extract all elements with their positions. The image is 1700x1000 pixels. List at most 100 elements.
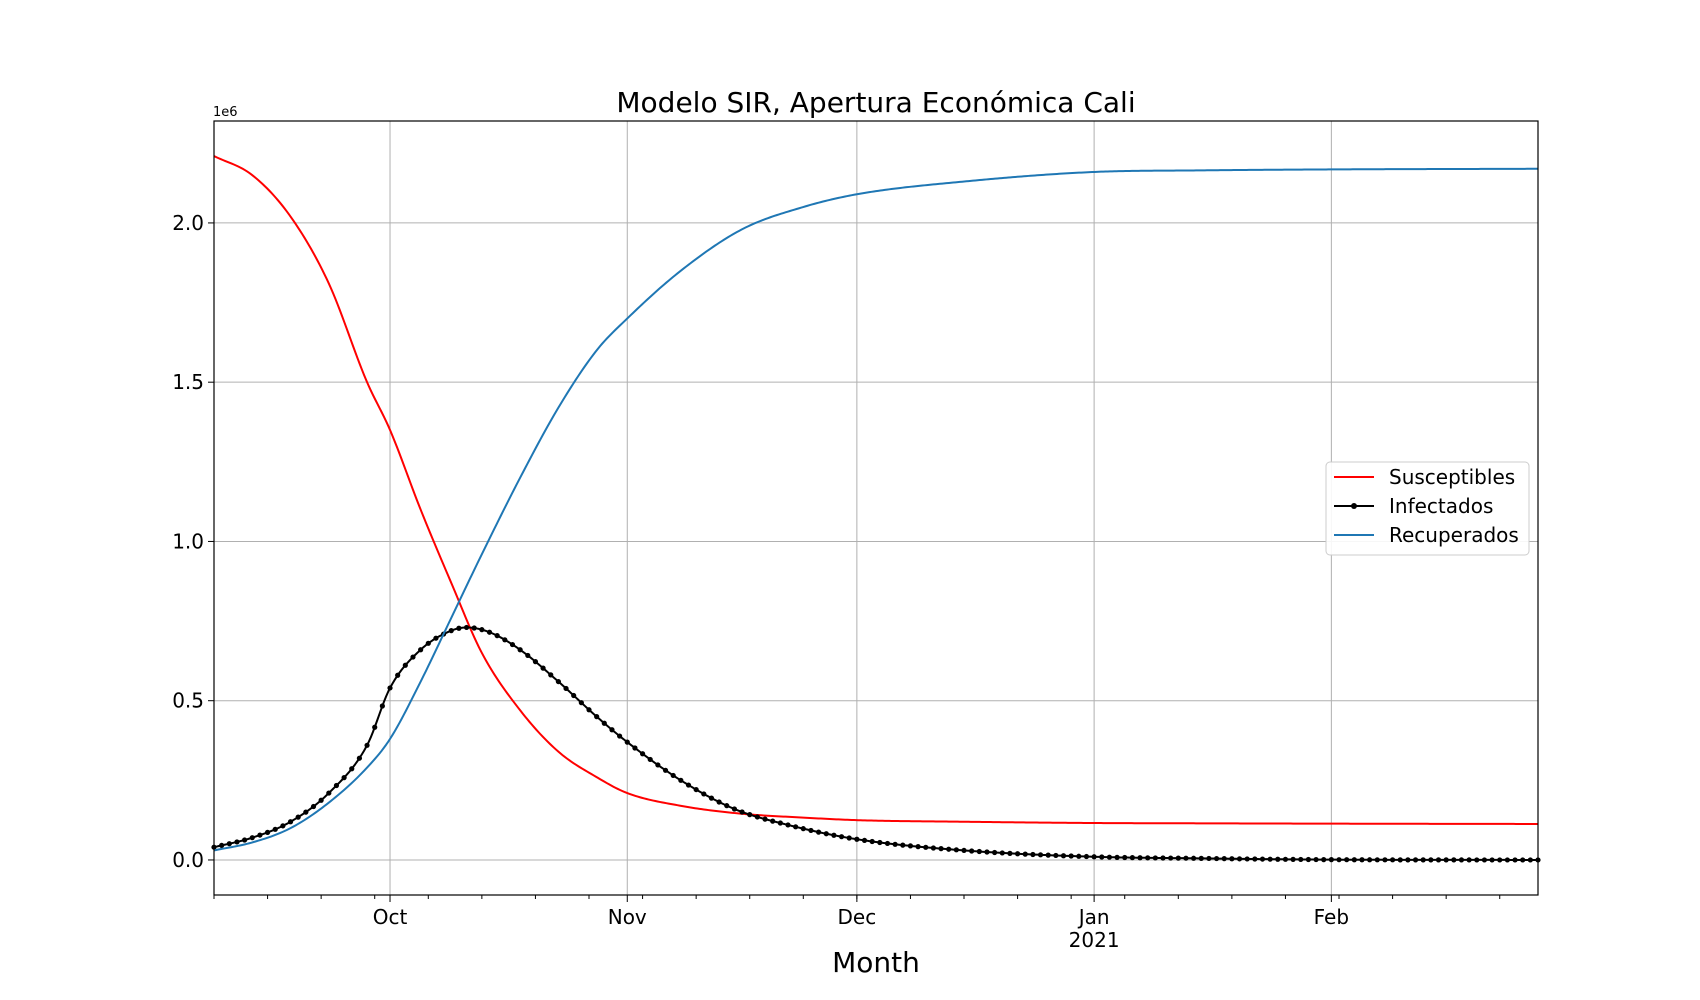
series-marker-infectados [1198,855,1204,861]
series-marker-infectados [578,700,584,706]
series-marker-infectados [823,831,829,837]
series-marker-infectados [1106,854,1113,860]
series-marker-infectados [1397,857,1403,863]
series-marker-infectados [1520,857,1526,863]
x-tick-label: Oct [373,905,408,929]
series-marker-infectados [1083,853,1090,860]
series-marker-infectados [617,733,623,739]
series-marker-infectados [410,654,416,660]
series-marker-infectados [379,703,385,709]
series-marker-infectados [1168,855,1174,861]
x-tick-label: Nov [608,905,647,929]
series-marker-infectados [1267,856,1273,862]
series-marker-infectados [1290,856,1296,862]
series-marker-infectados [341,775,347,781]
series-marker-infectados [433,635,439,641]
series-marker-infectados [685,782,692,788]
series-marker-infectados [1221,856,1227,862]
series-marker-infectados [1412,857,1419,863]
series-marker-infectados [1259,856,1266,862]
series-marker-infectados [326,790,332,796]
series-marker-infectados [463,624,470,631]
series-marker-infectados [249,835,255,841]
series-marker-infectados [609,727,615,733]
series-marker-infectados [563,685,569,692]
series-marker-infectados [731,806,738,812]
series-marker-infectados [1466,857,1472,863]
series-marker-infectados [953,847,959,853]
series-marker-infectados [1060,853,1067,859]
series-marker-infectados [838,834,845,840]
series-marker-infectados [1244,856,1250,862]
series-marker-infectados [402,662,408,668]
series-marker-infectados [601,720,607,726]
y-offset-label: 1e6 [213,105,238,120]
series-marker-infectados [333,782,340,789]
series-layer [211,155,1541,863]
series-marker-infectados [1512,857,1518,863]
y-tick-label: 0.0 [172,848,204,872]
series-line-infectados [213,626,1538,861]
series-marker-infectados [762,816,768,822]
series-marker-infectados [1275,856,1281,862]
series-marker-infectados [448,628,454,634]
series-marker-infectados [1497,857,1503,863]
legend-label-susceptibles: Susceptibles [1389,465,1515,489]
series-marker-infectados [930,845,937,851]
series-marker-infectados [976,848,982,855]
series-marker-infectados [1359,857,1365,863]
legend-box [1325,461,1530,556]
series-marker-infectados [662,767,669,773]
series-marker-infectados [502,637,508,643]
series-marker-infectados [846,835,852,841]
series-marker-infectados [1213,855,1220,862]
series-marker-infectados [923,844,929,850]
series-marker-infectados [1451,857,1457,863]
series-marker-infectados [226,841,232,847]
series-marker-infectados [1435,857,1442,863]
series-marker-infectados [1114,854,1120,860]
series-marker-infectados [938,846,944,852]
series-marker-infectados [1389,857,1396,863]
series-marker-infectados [295,814,301,820]
series-marker-infectados [1351,857,1357,863]
series-marker-infectados [1091,854,1097,860]
series-marker-infectados [1367,857,1373,863]
series-marker-infectados [1152,855,1158,861]
x-tick-label: Feb [1314,905,1349,929]
series-marker-infectados [639,751,646,757]
series-marker-infectados [479,627,485,633]
series-marker-infectados [219,842,225,849]
series-marker-infectados [280,823,286,829]
series-marker-infectados [586,707,592,713]
series-marker-infectados [793,824,799,830]
legend-marker-infectados [1351,503,1357,509]
series-marker-infectados [1014,851,1021,857]
series-marker-infectados [1321,857,1327,863]
x-tick-label: Jan [1077,905,1110,929]
series-marker-infectados [854,836,860,842]
series-marker-infectados [1099,854,1105,860]
series-marker-infectados [509,641,516,648]
series-marker-infectados [1489,857,1495,863]
series-marker-infectados [540,665,546,671]
y-tick-label: 0.5 [172,689,204,713]
series-marker-infectados [747,812,753,818]
series-marker-infectados [310,803,317,810]
series-marker-infectados [1068,853,1074,859]
series-marker-infectados [571,692,577,699]
series-marker-infectados [808,827,814,834]
series-marker-infectados [739,809,745,815]
series-marker-infectados [816,829,822,835]
series-marker-infectados [1443,857,1449,863]
series-marker-infectados [754,814,760,820]
series-marker-infectados [1145,855,1151,861]
series-marker-infectados [471,625,477,631]
series-marker-infectados [701,791,707,797]
series-marker-infectados [915,844,921,850]
y-tick-label: 2.0 [172,211,204,235]
y-tick-label: 1.5 [172,370,204,394]
series-line-susceptibles [213,155,1538,825]
